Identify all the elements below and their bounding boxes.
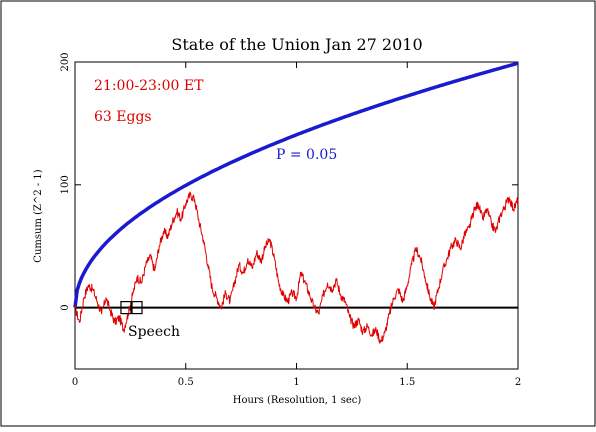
y-tick-label: 200 [60, 52, 71, 71]
cumsum-series-line [74, 191, 519, 344]
probability-envelope-line [73, 61, 519, 308]
x-tick-label: 1.5 [399, 377, 415, 388]
series-layer [73, 61, 519, 344]
speech-label: Speech [128, 324, 180, 340]
x-axis-label: Hours (Resolution, 1 sec) [233, 395, 362, 406]
x-tick-label: 0.5 [178, 377, 194, 388]
speech-end-marker [131, 301, 143, 315]
x-tick-label: 0 [72, 377, 78, 388]
eggs-count-note: 63 Eggs [94, 109, 152, 125]
y-tick-label: 100 [60, 175, 71, 194]
x-tick-label: 1 [293, 377, 299, 388]
speech-markers [120, 301, 143, 315]
speech-start-marker [120, 301, 132, 315]
time-range-note: 21:00-23:00 ET [94, 78, 204, 94]
probability-label: P = 0.05 [276, 147, 337, 163]
y-tick-label: 0 [60, 304, 71, 310]
x-axis-ticks: 0 0.5 1 1.5 2 [72, 62, 521, 388]
chart-title: State of the Union Jan 27 2010 [171, 35, 422, 54]
x-tick-label: 2 [515, 377, 521, 388]
y-axis-label: Cumsum (Z^2 - 1) [33, 169, 44, 262]
